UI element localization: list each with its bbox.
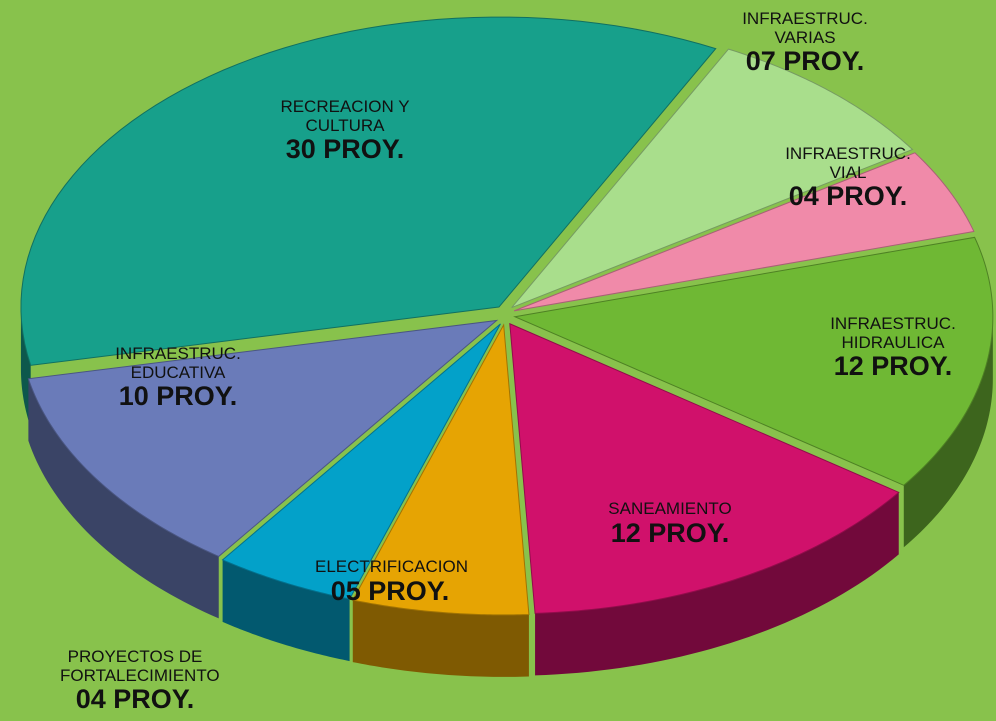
slice-label: INFRAESTRUC. VIAL 04 PROY. xyxy=(773,144,923,212)
slice xyxy=(20,16,717,366)
value-label: 10 PROY. xyxy=(118,381,238,412)
category-label: INFRAESTRUC. HIDRAULICA xyxy=(830,314,956,352)
value-label: 30 PROY. xyxy=(285,134,405,165)
slice xyxy=(27,319,499,558)
slice xyxy=(511,48,914,309)
slice xyxy=(513,236,994,486)
category-label: INFRAESTRUC. VIAL xyxy=(785,144,911,182)
slice-side xyxy=(903,316,993,548)
category-label: RECREACION Y CULTURA xyxy=(280,97,410,135)
value-label: 04 PROY. xyxy=(788,181,908,212)
slice-label: INFRAESTRUC. EDUCATIVA 10 PROY. xyxy=(103,344,253,412)
slice-label: ELECTRIFICACION 05 PROY. xyxy=(315,557,469,606)
slice-label: SANEAMIENTO 12 PROY. xyxy=(595,499,745,548)
value-label: 12 PROY. xyxy=(610,517,730,548)
slice-side xyxy=(352,600,529,677)
slice-label: RECREACION Y CULTURA 30 PROY. xyxy=(265,97,425,165)
category-label: PROYECTOS DE FORTALECIMIENTO xyxy=(60,647,220,685)
slice xyxy=(513,152,975,312)
value-label: 07 PROY. xyxy=(745,46,865,77)
slice-label: INFRAESTRUC. VARIAS 07 PROY. xyxy=(730,9,880,77)
slice-side xyxy=(222,559,350,662)
slice-label: INFRAESTRUC. HIDRAULICA 12 PROY. xyxy=(818,314,968,382)
value-label: 12 PROY. xyxy=(833,351,953,382)
value-label: 05 PROY. xyxy=(330,575,450,606)
category-label: SANEAMIENTO xyxy=(608,499,732,518)
slice xyxy=(352,323,530,616)
slice-side xyxy=(28,378,219,619)
category-label: ELECTRIFICACION xyxy=(315,557,469,576)
slice-label: PROYECTOS DE FORTALECIMIENTO 04 PROY. xyxy=(60,647,220,715)
category-label: INFRAESTRUC. EDUCATIVA xyxy=(115,344,241,382)
slice xyxy=(221,323,501,600)
slice-side xyxy=(535,492,899,676)
value-label: 04 PROY. xyxy=(75,684,195,715)
category-label: INFRAESTRUC. VARIAS xyxy=(742,9,868,47)
slice xyxy=(509,322,900,614)
